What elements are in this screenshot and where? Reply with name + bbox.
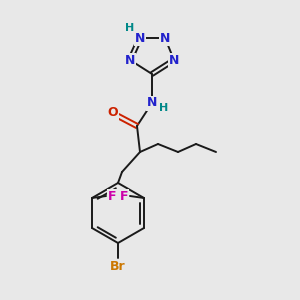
Text: N: N xyxy=(147,97,157,110)
Text: N: N xyxy=(125,53,135,67)
Text: H: H xyxy=(125,23,135,33)
Text: N: N xyxy=(135,32,145,44)
Text: N: N xyxy=(169,53,179,67)
Text: F: F xyxy=(120,190,128,202)
Text: H: H xyxy=(159,103,169,113)
Text: F: F xyxy=(108,190,116,202)
Text: N: N xyxy=(160,32,170,44)
Text: O: O xyxy=(108,106,118,119)
Text: Br: Br xyxy=(110,260,126,272)
